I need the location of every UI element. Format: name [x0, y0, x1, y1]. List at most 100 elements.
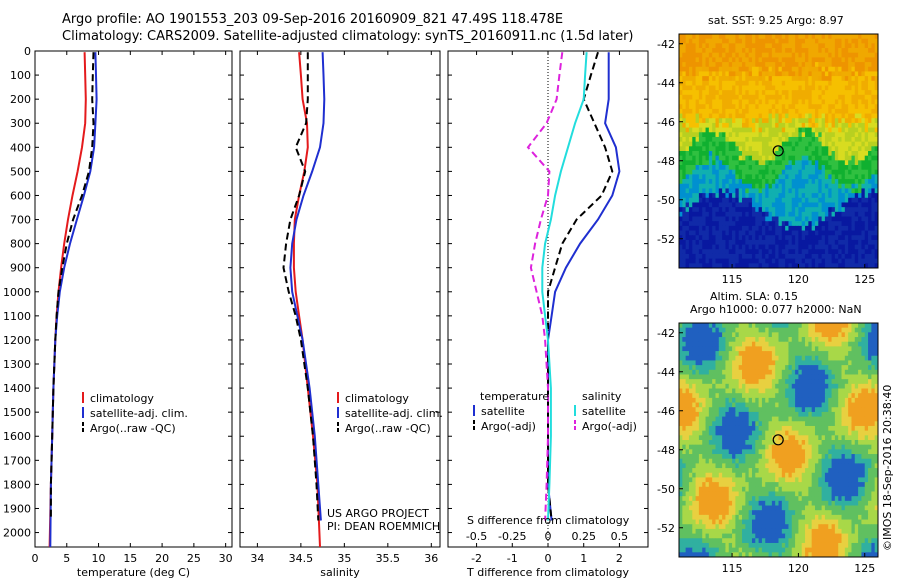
sst-map-cell — [805, 235, 809, 241]
sst-map-cell — [781, 132, 786, 138]
sla-map-cell — [858, 407, 862, 413]
sst-map-cell — [838, 235, 842, 241]
sla-map-cell — [858, 341, 862, 347]
sst-map-cell — [761, 188, 766, 194]
sst-map-cell — [788, 151, 793, 157]
sla-map-cell — [745, 360, 750, 366]
sst-map-cell — [685, 249, 690, 255]
sst-map-cell — [805, 188, 809, 194]
sla-map-cell — [874, 332, 879, 338]
sst-map-cell — [682, 160, 687, 166]
sla-map-cell — [828, 458, 832, 464]
sla-map-cell — [755, 472, 759, 478]
sla-map-cell — [788, 440, 793, 446]
sst-map-cell — [791, 216, 796, 222]
sst-map-cell — [805, 179, 809, 185]
sst-map-cell — [688, 104, 693, 110]
sla-map-cell — [858, 449, 862, 455]
sst-map-cell — [758, 76, 763, 82]
sla-map-cell — [814, 411, 819, 417]
sst-map-cell — [712, 253, 716, 260]
sst-map-cell — [781, 38, 786, 44]
sst-map-cell — [838, 108, 842, 114]
sst-map-cell — [715, 104, 720, 110]
sst-map-cell — [791, 66, 796, 72]
sst-map-cell — [751, 122, 756, 128]
sst-map-cell — [738, 99, 743, 105]
sst-map-cell — [838, 141, 842, 147]
sst-map-cell — [791, 141, 796, 147]
sst-map-cell — [874, 183, 879, 189]
sst-map-cell — [788, 104, 793, 110]
sst-map-cell — [755, 155, 759, 161]
sla-map-cell — [702, 421, 706, 427]
sla-map-cell — [858, 374, 862, 380]
sla-map-cell — [828, 416, 832, 422]
sst-map-cell — [861, 258, 866, 264]
sla-map-cell — [718, 468, 723, 474]
sst-map-cell — [818, 249, 823, 255]
sst-map-cell — [742, 76, 746, 82]
sst-map-cell — [702, 202, 706, 208]
sst-map-cell — [698, 71, 703, 77]
sst-map-cell — [818, 160, 823, 166]
sla-map-cell — [725, 435, 730, 441]
sst-map-cell — [751, 230, 756, 236]
sst-map-cell — [821, 141, 826, 147]
sla-map-cell — [795, 383, 799, 389]
sla-map-cell — [702, 388, 706, 394]
sla-map-cell — [824, 425, 829, 432]
sst-map-cell — [761, 71, 766, 77]
sst-map-cell — [679, 221, 683, 227]
sla-map-cell — [718, 458, 723, 464]
sst-map-cell — [831, 155, 836, 161]
sst-map-cell — [771, 85, 776, 91]
sst-map-cell — [728, 122, 733, 128]
sst-map-cell — [751, 169, 756, 175]
sst-map-cell — [831, 179, 836, 185]
sla-map-cell — [688, 421, 693, 427]
sst-map-cell — [778, 216, 783, 222]
sla-map-cell — [725, 468, 730, 474]
sst-map-cell — [708, 76, 713, 82]
sst-map-cell — [848, 71, 852, 77]
sst-map-cell — [781, 48, 786, 54]
sst-map-cell — [775, 132, 779, 138]
sst-map-cell — [788, 122, 793, 128]
sla-map-cell — [811, 341, 816, 347]
sst-map-cell — [864, 34, 869, 40]
sst-map-cell — [801, 193, 806, 199]
sla-map-cell — [871, 346, 876, 352]
sst-map-cell — [695, 183, 700, 189]
sla-map-cell — [821, 327, 826, 333]
sst-map-cell — [732, 216, 736, 222]
sst-map-cell — [745, 113, 750, 119]
sst-map-cell — [808, 202, 813, 208]
sst-map-cell — [761, 108, 766, 114]
sst-map-cell — [765, 34, 769, 40]
sst-map-cell — [708, 169, 713, 175]
sst-map-cell — [874, 141, 879, 147]
sst-map-cell — [848, 230, 852, 236]
sst-map-cell — [824, 179, 829, 185]
sst-map-cell — [785, 136, 789, 143]
sla-map-cell — [758, 454, 763, 460]
sla-map-cell — [854, 425, 859, 432]
sst-map-cell — [824, 160, 829, 166]
sla-map-cell — [745, 458, 750, 464]
sla-map-cell — [834, 444, 839, 450]
sla-map-cell — [831, 393, 836, 399]
sst-map-cell — [765, 230, 769, 236]
sla-map-cell — [751, 444, 756, 450]
sla-map-cell — [728, 388, 733, 394]
sst-map-cell — [851, 90, 856, 96]
sla-map-cell — [864, 425, 869, 432]
sst-map-cell — [725, 94, 730, 100]
sla-map-cell — [801, 458, 806, 464]
sla-map-cell — [838, 346, 842, 352]
sst-map-cell — [702, 193, 706, 199]
sst-map-cell — [858, 263, 862, 269]
sla-map-cell — [795, 327, 799, 333]
sst-map-cell — [795, 122, 799, 128]
sst-map-cell — [728, 169, 733, 175]
